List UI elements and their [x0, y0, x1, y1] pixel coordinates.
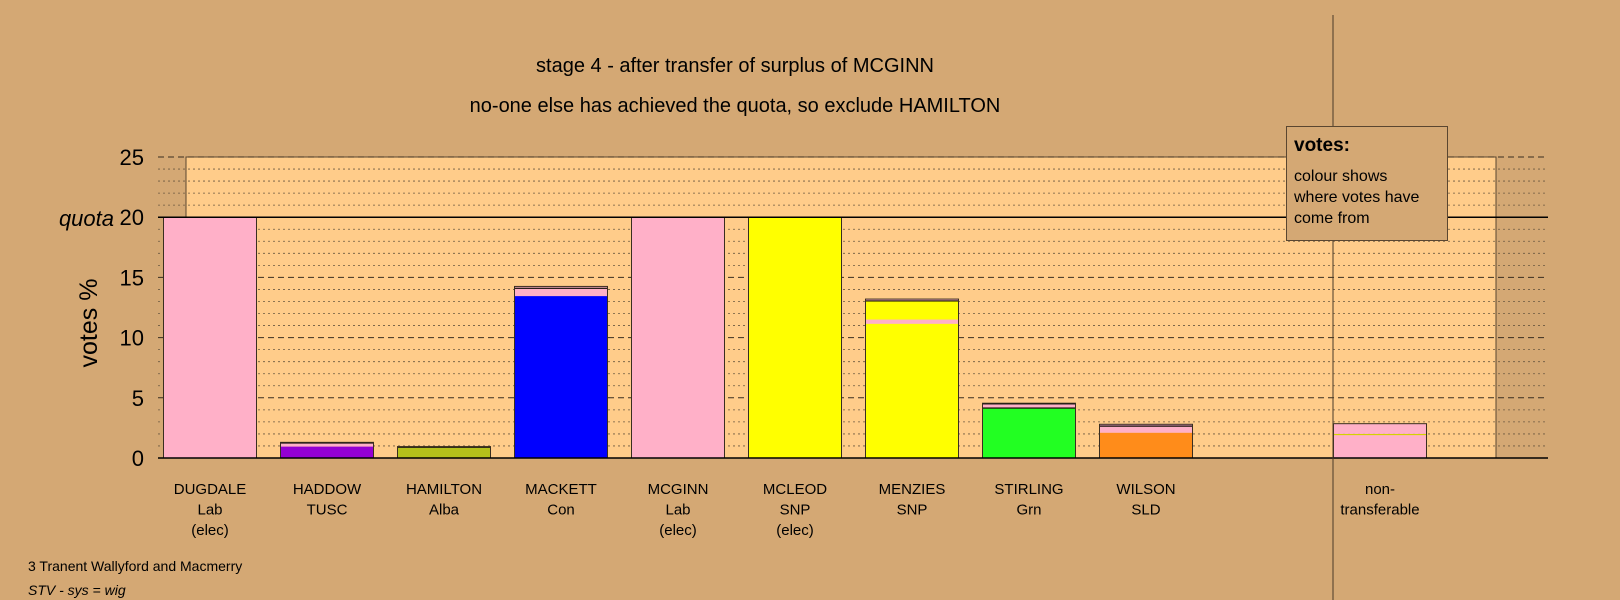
chart-subtitle: no-one else has achieved the quota, so e…	[470, 95, 1001, 117]
bar-segment	[982, 407, 1076, 409]
bar-segment	[1333, 423, 1427, 434]
bar-segment	[982, 403, 1076, 405]
bar-mcleod	[748, 216, 842, 459]
bar-segment	[397, 447, 491, 458]
note-text: colour shows where votes have come from	[1294, 168, 1420, 227]
y-tick-label: 0	[132, 446, 144, 471]
y-tick-label: 15	[120, 265, 144, 290]
plot-layer: 0 5 10 15 20 25 DUGDALE Lab (elec) HADDOW TUSC HAMI…	[120, 15, 1548, 600]
bar-segment	[1099, 425, 1193, 427]
bar-segment	[865, 301, 959, 320]
bar-segment	[280, 446, 374, 458]
bar-segment	[982, 408, 1076, 458]
bar-haddow	[280, 441, 374, 459]
x-tick-label: MACKETT	[525, 481, 597, 498]
bar-hamilton	[397, 446, 491, 459]
x-tick-label: (elec)	[776, 522, 814, 539]
bar-dugdale	[163, 216, 257, 459]
x-tick-label: transferable	[1340, 502, 1419, 519]
y-tick-label: 5	[132, 386, 144, 411]
footer-system: STV - sys = wig	[28, 582, 126, 598]
x-tick-label: MENZIES	[879, 481, 946, 498]
bar-segment	[865, 323, 959, 458]
bar-segment	[514, 286, 608, 288]
x-tick-label: (elec)	[191, 522, 229, 539]
x-tick-label: MCGINN	[648, 481, 709, 498]
x-tick-label: TUSC	[307, 502, 348, 519]
y-axis-label: votes %	[75, 279, 103, 368]
x-tick-label: SLD	[1131, 502, 1160, 519]
x-tick-label: (elec)	[659, 522, 697, 539]
x-tick-label: Grn	[1016, 502, 1041, 519]
plot-right-margin	[1496, 157, 1548, 458]
x-tick-label: SNP	[780, 502, 811, 519]
bar-stirling	[982, 402, 1076, 459]
x-tick-label: MCLEOD	[763, 481, 827, 498]
bar-segment	[280, 443, 374, 447]
x-tick-label: Lab	[665, 502, 690, 519]
y-tick-label: 25	[120, 145, 144, 170]
bar-segment	[514, 287, 608, 289]
bar-wilson	[1099, 423, 1193, 459]
bar-segment	[982, 404, 1076, 408]
bar-segment	[631, 217, 725, 458]
footer-area-name: 3 Tranent Wallyford and Macmerry	[28, 558, 243, 574]
x-tick-label: SNP	[897, 502, 928, 519]
bar-segment	[748, 217, 842, 458]
bar-segment	[1099, 426, 1193, 433]
bar-segment	[280, 442, 374, 444]
bar-non	[1333, 423, 1427, 459]
y-tick-label: 10	[120, 326, 144, 351]
bar-mcginn	[631, 216, 725, 459]
x-tick-label: HADDOW	[293, 481, 362, 498]
x-tick-label: non-	[1365, 481, 1395, 498]
bar-segment	[1099, 424, 1193, 426]
bar-segment	[1099, 432, 1193, 458]
x-tick-label: HAMILTON	[406, 481, 482, 498]
x-tick-label: STIRLING	[994, 481, 1063, 498]
quota-label: quota	[59, 206, 114, 231]
x-tick-label: Con	[547, 502, 575, 519]
note-title: votes:	[1294, 135, 1350, 156]
bar-mackett	[514, 285, 608, 459]
x-tick-label: DUGDALE	[174, 481, 247, 498]
bar-segment	[865, 299, 959, 301]
bar-segment	[163, 217, 257, 458]
bar-segment	[514, 296, 608, 458]
bar-segment	[1333, 435, 1427, 458]
bar-segment	[397, 446, 491, 448]
x-tick-label: Alba	[429, 502, 460, 519]
bar-menzies	[865, 298, 959, 459]
y-tick-label: 20	[120, 205, 144, 230]
bar-segment	[865, 300, 959, 302]
legend-note: votes: colour shows where votes have com…	[1286, 126, 1448, 241]
bar-segment	[1333, 433, 1427, 436]
bars	[163, 216, 1427, 459]
bar-segment	[514, 288, 608, 297]
x-tick-label: Lab	[197, 502, 222, 519]
x-tick-label: WILSON	[1116, 481, 1175, 498]
chart-title: stage 4 - after transfer of surplus of M…	[536, 55, 934, 77]
bar-segment	[865, 319, 959, 324]
